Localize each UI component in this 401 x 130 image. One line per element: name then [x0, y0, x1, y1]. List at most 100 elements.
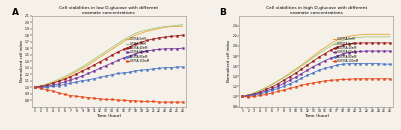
G5Y5A 80mM — [139, 69, 144, 71]
Line: HG5Y5A 0mM: HG5Y5A 0mM — [242, 34, 390, 96]
Legend: HG5Y5A 0mM, HG5Y5A 5mM, HG5Y5A 40mM, HG5Y5A 60mM, HG5Y5A 80mM, HG5Y5A 100mM: HG5Y5A 0mM, HG5Y5A 5mM, HG5Y5A 40mM, HG5… — [333, 37, 358, 63]
HG5Y5A 0mM — [352, 35, 357, 36]
HG5Y5A 5mM — [263, 87, 268, 89]
HG5Y5A 60mM — [334, 55, 339, 57]
HG5Y5A 5mM — [340, 40, 345, 41]
G5Y5A 80mM — [151, 68, 156, 70]
G5Y5A 80mM — [97, 77, 102, 78]
HG5Y5A 80mM — [311, 72, 316, 73]
G5Y5A 60mM — [51, 84, 55, 86]
HG5Y5A 60mM — [352, 51, 357, 53]
G5Y5A 100mM — [80, 96, 85, 98]
HG5Y5A 60mM — [275, 86, 280, 87]
G5Y5A 100mM — [68, 95, 73, 96]
HG5Y5A 100mM — [252, 96, 257, 97]
G5Y5A 0mM — [97, 56, 102, 58]
G5Y5A 5mM — [180, 24, 185, 25]
HG5Y5A 0mM — [258, 90, 263, 91]
HG5Y5A 60mM — [358, 51, 363, 52]
G5Y5A 40mM — [45, 84, 49, 86]
HG5Y5A 80mM — [317, 69, 322, 71]
G5Y5A 5mM — [68, 73, 73, 74]
HG5Y5A 5mM — [240, 96, 245, 97]
G5Y5A 5mM — [62, 76, 67, 77]
G5Y5A 100mM — [133, 100, 138, 102]
HG5Y5A 100mM — [382, 78, 387, 80]
G5Y5A 100mM — [32, 86, 37, 88]
Line: HG5Y5A 60mM: HG5Y5A 60mM — [241, 50, 391, 97]
HG5Y5A 0mM — [281, 76, 286, 78]
HG5Y5A 40mM — [281, 80, 286, 81]
G5Y5A 40mM — [157, 37, 162, 38]
G5Y5A 60mM — [168, 48, 173, 50]
HG5Y5A 80mM — [376, 63, 381, 64]
HG5Y5A 100mM — [293, 86, 298, 88]
G5Y5A 80mM — [109, 74, 114, 76]
Line: HG5Y5A 40mM: HG5Y5A 40mM — [241, 42, 391, 97]
G5Y5A 100mM — [162, 101, 167, 103]
G5Y5A 5mM — [168, 25, 173, 27]
HG5Y5A 0mM — [263, 87, 268, 88]
Line: G5Y5A 0mM: G5Y5A 0mM — [35, 26, 183, 87]
HG5Y5A 40mM — [358, 42, 363, 44]
HG5Y5A 60mM — [287, 80, 292, 81]
HG5Y5A 0mM — [370, 34, 375, 35]
G5Y5A 100mM — [56, 92, 61, 94]
G5Y5A 0mM — [45, 84, 49, 85]
HG5Y5A 40mM — [317, 56, 322, 58]
G5Y5A 0mM — [38, 85, 43, 87]
G5Y5A 5mM — [56, 79, 61, 80]
HG5Y5A 80mM — [305, 74, 310, 76]
G5Y5A 0mM — [92, 60, 97, 62]
HG5Y5A 100mM — [317, 81, 322, 83]
G5Y5A 60mM — [151, 49, 156, 51]
HG5Y5A 100mM — [275, 91, 280, 92]
HG5Y5A 100mM — [328, 80, 333, 81]
HG5Y5A 100mM — [388, 78, 393, 80]
HG5Y5A 0mM — [323, 47, 328, 48]
HG5Y5A 40mM — [352, 43, 357, 44]
G5Y5A 80mM — [51, 86, 55, 87]
HG5Y5A 0mM — [364, 34, 369, 35]
HG5Y5A 5mM — [293, 69, 298, 71]
HG5Y5A 40mM — [323, 53, 328, 54]
G5Y5A 0mM — [168, 26, 173, 27]
G5Y5A 60mM — [103, 65, 108, 66]
G5Y5A 100mM — [103, 99, 108, 100]
G5Y5A 5mM — [86, 62, 91, 64]
G5Y5A 60mM — [86, 73, 91, 74]
G5Y5A 100mM — [74, 95, 79, 97]
Line: HG5Y5A 80mM: HG5Y5A 80mM — [241, 63, 391, 97]
G5Y5A 0mM — [56, 80, 61, 81]
HG5Y5A 40mM — [240, 96, 245, 97]
G5Y5A 60mM — [127, 55, 132, 57]
G5Y5A 0mM — [145, 30, 150, 32]
G5Y5A 100mM — [151, 101, 156, 102]
G5Y5A 5mM — [92, 58, 97, 60]
G5Y5A 80mM — [56, 85, 61, 87]
HG5Y5A 40mM — [334, 47, 339, 48]
HG5Y5A 100mM — [287, 88, 292, 89]
G5Y5A 60mM — [80, 75, 85, 77]
G5Y5A 5mM — [103, 51, 108, 52]
G5Y5A 40mM — [51, 82, 55, 84]
HG5Y5A 5mM — [317, 53, 322, 54]
HG5Y5A 100mM — [305, 83, 310, 85]
HG5Y5A 60mM — [246, 95, 251, 97]
G5Y5A 100mM — [51, 90, 55, 92]
G5Y5A 60mM — [74, 77, 79, 79]
G5Y5A 100mM — [127, 100, 132, 102]
HG5Y5A 40mM — [388, 42, 393, 44]
HG5Y5A 60mM — [293, 76, 298, 78]
HG5Y5A 100mM — [246, 96, 251, 98]
G5Y5A 80mM — [115, 73, 120, 74]
G5Y5A 0mM — [68, 74, 73, 76]
G5Y5A 0mM — [86, 64, 91, 66]
G5Y5A 60mM — [92, 70, 97, 72]
HG5Y5A 5mM — [275, 81, 280, 82]
G5Y5A 80mM — [74, 81, 79, 83]
HG5Y5A 100mM — [281, 89, 286, 91]
G5Y5A 100mM — [109, 99, 114, 100]
Text: B: B — [219, 8, 226, 17]
HG5Y5A 80mM — [269, 90, 274, 91]
